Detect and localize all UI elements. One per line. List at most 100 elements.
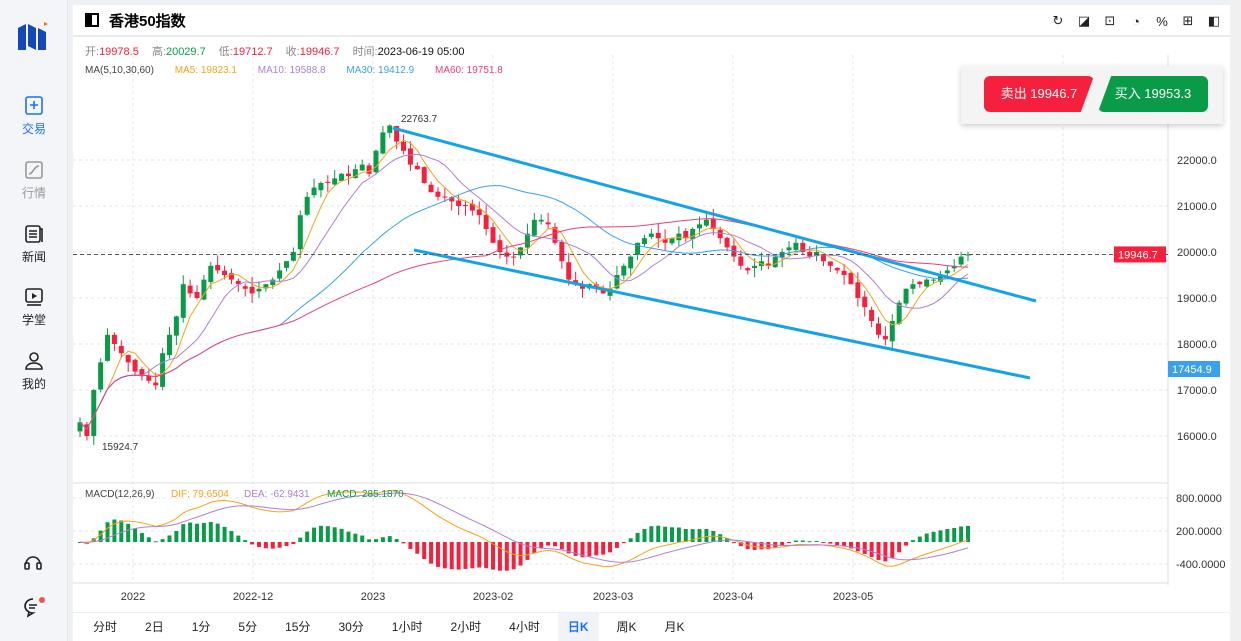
candle xyxy=(311,187,317,196)
candle xyxy=(958,256,964,265)
tab-period[interactable]: 5分 xyxy=(238,620,258,634)
sell-button[interactable]: 卖出 19946.7 xyxy=(984,76,1094,112)
scrollbar[interactable] xyxy=(1234,0,1241,641)
low-value: 19712.7 xyxy=(232,46,273,58)
tab-period[interactable]: 2日 xyxy=(145,620,164,634)
candle xyxy=(449,197,455,202)
candle xyxy=(132,359,138,372)
macd-bar xyxy=(291,542,296,545)
macd-bar xyxy=(442,542,447,569)
tab-period[interactable]: 1分 xyxy=(191,620,211,634)
candle xyxy=(552,226,558,243)
macd-bar xyxy=(890,542,895,559)
tab-period[interactable]: 15分 xyxy=(285,620,311,634)
macd-bar xyxy=(112,519,117,542)
macd-bar xyxy=(298,537,303,542)
tab-period[interactable]: 日K xyxy=(557,613,599,641)
candle xyxy=(862,296,868,308)
macd-bar xyxy=(814,540,819,542)
indicator-icon[interactable]: ⊡ xyxy=(1104,13,1116,28)
panel-toggle-icon[interactable] xyxy=(85,13,99,27)
macd-bar xyxy=(821,542,826,543)
candle xyxy=(752,265,758,269)
candle xyxy=(524,233,530,248)
macd-bar xyxy=(511,542,516,570)
macd-bar xyxy=(649,526,654,542)
period-tabs: 分时 2日 1分 5分 15分 30分 1小时 2小时 4小时 日K 周K 月K xyxy=(73,612,1230,641)
macd-bar xyxy=(353,533,358,542)
candle xyxy=(889,321,895,342)
candle xyxy=(497,240,503,252)
sidebar-item-label: 行情 xyxy=(21,186,46,200)
macd-bar xyxy=(917,536,922,542)
percent-icon[interactable]: % xyxy=(1156,13,1168,29)
candle xyxy=(187,285,193,294)
candle xyxy=(125,354,131,363)
chart-header: 香港50指数 xyxy=(73,5,1230,37)
macd-bar xyxy=(181,524,186,542)
macd-bar xyxy=(518,542,523,566)
sidebar-item-market[interactable]: 行情 xyxy=(0,159,68,201)
logo-icon xyxy=(18,22,48,50)
tab-period[interactable]: 2小时 xyxy=(450,620,482,634)
macd-bar xyxy=(153,541,158,543)
macd-bar xyxy=(98,530,103,542)
support-icon[interactable] xyxy=(22,552,44,574)
macd-bar xyxy=(766,542,771,550)
tab-period[interactable]: 1小时 xyxy=(391,620,423,634)
close-label: 收: xyxy=(285,46,300,58)
candle xyxy=(903,288,909,304)
buy-button[interactable]: 买入 19953.3 xyxy=(1098,76,1208,112)
ma10-value: MA10: 19588.8 xyxy=(257,65,326,76)
kline-chart[interactable]: 22000.0 21000.0 20000.0 19000.0 18000.0 17000… xyxy=(73,5,1230,612)
candle xyxy=(910,284,916,289)
macd-bar xyxy=(222,526,227,542)
grid-icon[interactable]: ⊞ xyxy=(1182,13,1194,28)
candle xyxy=(208,265,214,283)
macd-bar xyxy=(174,530,179,542)
sidebar-item-profile[interactable]: 我的 xyxy=(0,350,68,392)
candle xyxy=(931,279,937,281)
macd-bar xyxy=(924,533,929,542)
tab-period[interactable]: 分时 xyxy=(93,620,118,634)
macd-bar xyxy=(552,542,557,547)
candle xyxy=(194,291,200,298)
macd-bar xyxy=(704,528,709,542)
candle xyxy=(628,256,634,269)
macd-bar xyxy=(318,525,323,542)
candle xyxy=(662,238,668,243)
macd-value: MACD: 285.1870 xyxy=(327,489,404,500)
pie-icon[interactable]: ◔ xyxy=(1132,13,1140,29)
macd-bar xyxy=(332,527,337,542)
candle xyxy=(77,422,83,432)
candle xyxy=(655,232,661,239)
close-value: 19946.7 xyxy=(299,46,340,58)
candle xyxy=(924,279,930,287)
refresh-icon[interactable]: ↻ xyxy=(1052,13,1064,28)
candle xyxy=(91,390,97,436)
tab-period[interactable]: 月K xyxy=(664,620,685,634)
chart-icon xyxy=(25,161,43,179)
sidebar-item-news[interactable]: 新闻 xyxy=(0,223,68,265)
macd-bar xyxy=(470,542,475,569)
tab-period[interactable]: 4小时 xyxy=(509,620,540,634)
candle xyxy=(380,132,386,154)
macd-bar xyxy=(697,529,702,542)
sidebar-item-label: 新闻 xyxy=(21,250,46,264)
price-tick: 21000.0 xyxy=(1177,201,1217,213)
theme-icon[interactable]: ◧ xyxy=(1207,13,1221,28)
candle xyxy=(414,165,420,170)
macd-bar xyxy=(435,542,440,567)
candle xyxy=(153,382,159,386)
draw-icon[interactable]: ◪ xyxy=(1077,13,1091,28)
tab-period[interactable]: 周K xyxy=(616,620,637,634)
sidebar-item-trade[interactable]: 交易 xyxy=(0,95,68,137)
macd-bar xyxy=(621,542,626,544)
candle xyxy=(917,281,923,285)
candle xyxy=(421,167,427,183)
macd-bar xyxy=(525,542,530,560)
sidebar-item-academy[interactable]: 学堂 xyxy=(0,286,68,328)
marker-price-badge xyxy=(1168,361,1220,377)
tab-period[interactable]: 30分 xyxy=(338,620,364,634)
message-icon[interactable] xyxy=(22,596,46,618)
